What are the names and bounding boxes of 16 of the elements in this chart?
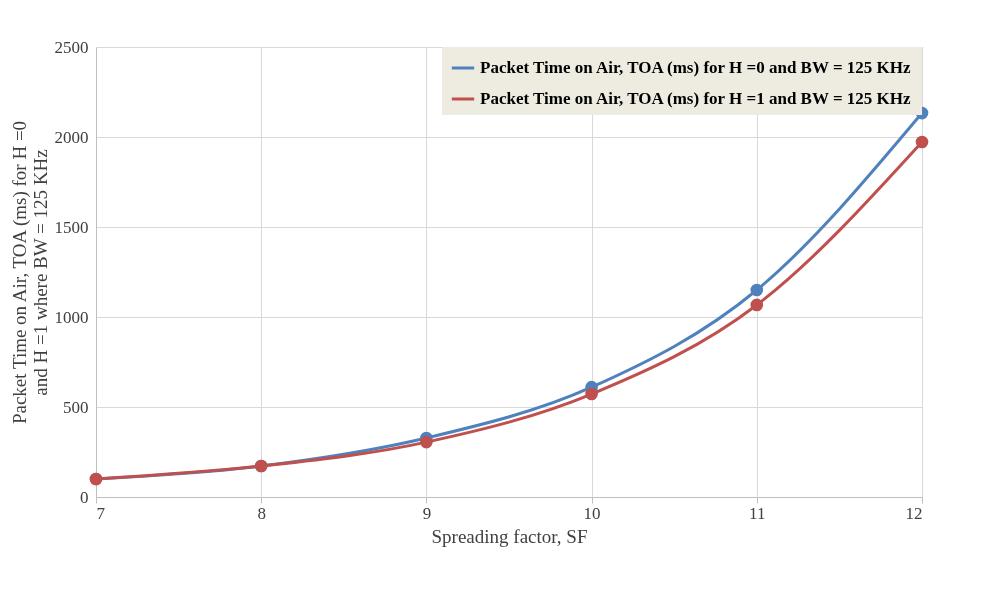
x-tick-label: 7 (96, 503, 106, 523)
x-axis-title: Spreading factor, SF (431, 525, 588, 547)
y-axis-title: Packet Time on Air, TOA (ms) for H =0 and H =1 where BW = 125 KHz (8, 120, 51, 425)
y-tick-label: 500 (63, 397, 89, 417)
y-tick-label: 1000 (54, 307, 89, 327)
y-tick-label: 1500 (54, 217, 89, 237)
x-tick-label: 8 (257, 503, 266, 523)
legend-label: Packet Time on Air, TOA (ms) for H =1 and BW = 125 KHz (480, 89, 912, 108)
x-tick-label: 10 (583, 503, 601, 523)
y-tick-label: 2500 (54, 37, 89, 57)
y-tick-label: 2000 (54, 127, 89, 147)
y-tick-label: 0 (80, 487, 89, 507)
x-tick-label: 11 (749, 503, 766, 523)
legend-label: Packet Time on Air, TOA (ms) for H =0 and BW = 125 KHz (480, 58, 912, 77)
x-tick-label: 9 (422, 503, 432, 523)
x-tick-label: 12 (905, 503, 923, 523)
